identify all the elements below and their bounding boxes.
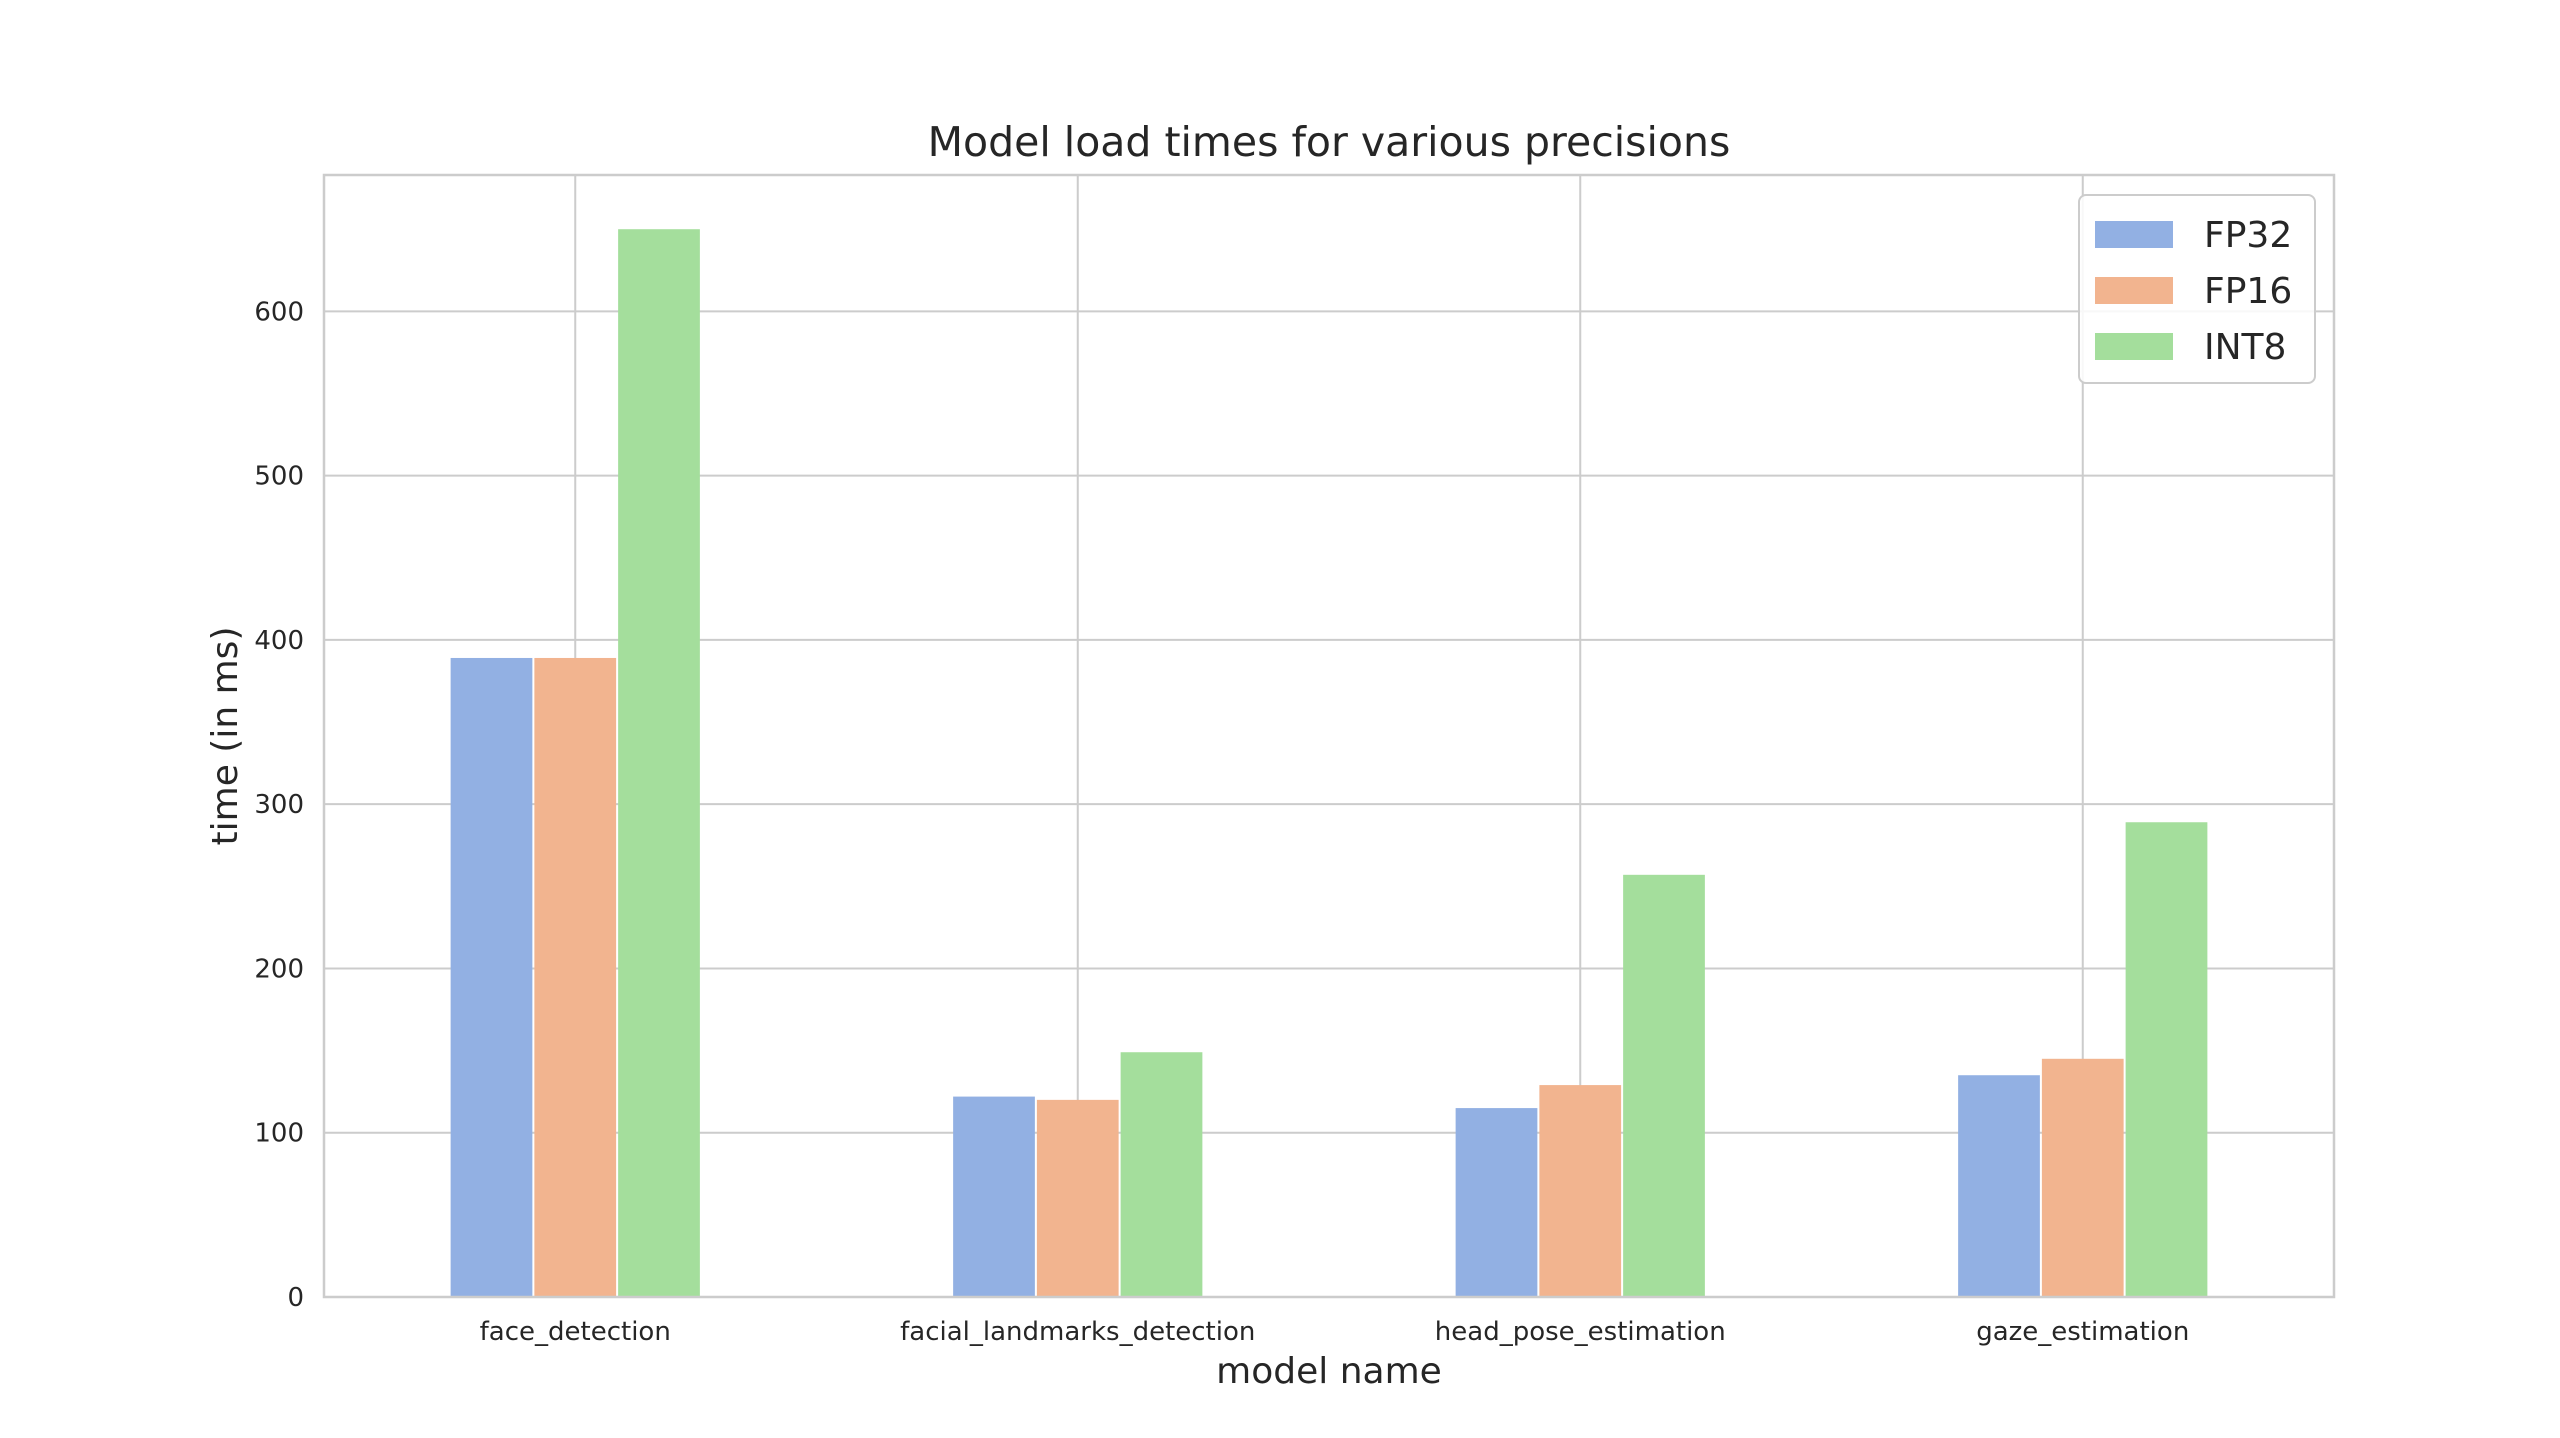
chart-title: Model load times for various precisions [928,118,1731,166]
legend-swatch-fp16 [2095,277,2173,304]
bar-fp32-facial_landmarks_detection [953,1096,1035,1297]
bar-fp16-head_pose_estimation [1539,1085,1622,1297]
y-tick-labels: 0 100 200 300 400 500 600 [254,297,304,1313]
x-tick-labels: face_detection facial_landmarks_detection… [480,1317,2190,1347]
y-axis-label: time (in ms) [205,627,246,846]
bar-fp16-facial_landmarks_detection [1036,1099,1119,1297]
plot-frame [322,173,2336,1299]
legend-label-int8: INT8 [2204,327,2286,368]
legend-label-fp16: FP16 [2204,271,2292,312]
x-tick-label: facial_landmarks_detection [900,1317,1255,1347]
y-tick-label: 200 [254,954,304,984]
bar-int8-head_pose_estimation [1623,874,1705,1297]
bar-fp16-gaze_estimation [2041,1058,2124,1297]
bar-fp32-face_detection [450,657,533,1297]
y-tick-label: 0 [287,1283,304,1313]
x-tick-label: gaze_estimation [1976,1317,2189,1347]
legend: FP32 FP16 INT8 [2078,194,2316,384]
y-tick-label: 100 [254,1119,304,1149]
bar-int8-facial_landmarks_detection [1120,1052,1203,1297]
y-tick-label: 400 [254,626,304,656]
x-tick-label: face_detection [480,1317,671,1347]
x-tick-label: head_pose_estimation [1435,1317,1726,1347]
bar-fp16-face_detection [534,657,617,1297]
bar-int8-gaze_estimation [2125,822,2208,1297]
bar-fp32-head_pose_estimation [1455,1108,1538,1297]
legend-swatch-int8 [2095,333,2173,360]
legend-label-fp32: FP32 [2204,215,2292,256]
bars [450,229,2208,1298]
bar-int8-face_detection [618,229,700,1298]
legend-swatch-fp32 [2095,221,2173,248]
y-tick-label: 600 [254,297,304,327]
y-tick-label: 500 [254,462,304,492]
y-tick-label: 300 [254,790,304,820]
x-axis-label: model name [1216,1351,1442,1392]
bar-fp32-gaze_estimation [1958,1075,2040,1297]
